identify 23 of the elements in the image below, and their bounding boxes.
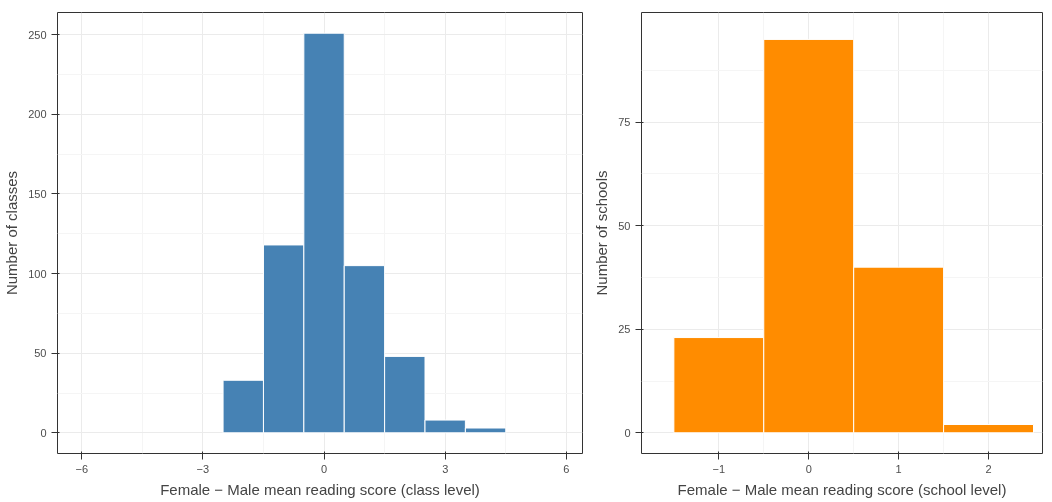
y-tick-label: 0	[40, 426, 47, 439]
x-axis-title: Female − Male mean reading score (school level)	[677, 480, 1007, 498]
y-tick-label: 200	[28, 108, 47, 121]
y-axis-title: Number of classes	[3, 170, 21, 296]
y-tick-label: 50	[34, 347, 47, 360]
y-tick-label: 100	[28, 267, 47, 280]
x-tick-label: 0	[805, 462, 812, 475]
y-tick-label: 25	[618, 323, 631, 336]
x-tick-label: 3	[442, 462, 449, 475]
x-tick-label: 1	[895, 462, 902, 475]
x-tick-label: 0	[320, 462, 328, 475]
x-tick-label: −1	[712, 462, 726, 475]
x-tick-label: −6	[75, 462, 89, 475]
y-tick-label: 150	[28, 187, 47, 200]
y-tick-label: 0	[624, 426, 631, 439]
y-tick-label: 50	[618, 219, 631, 232]
x-tick-label: 2	[985, 462, 992, 475]
x-tick-label: 6	[563, 462, 570, 475]
y-tick-label: 250	[28, 28, 47, 41]
x-tick-label: −3	[196, 462, 210, 475]
x-axis-title: Female − Male mean reading score (class level)	[160, 480, 480, 498]
y-tick-label: 75	[618, 116, 631, 129]
y-axis-title: Number of schools	[593, 170, 611, 296]
